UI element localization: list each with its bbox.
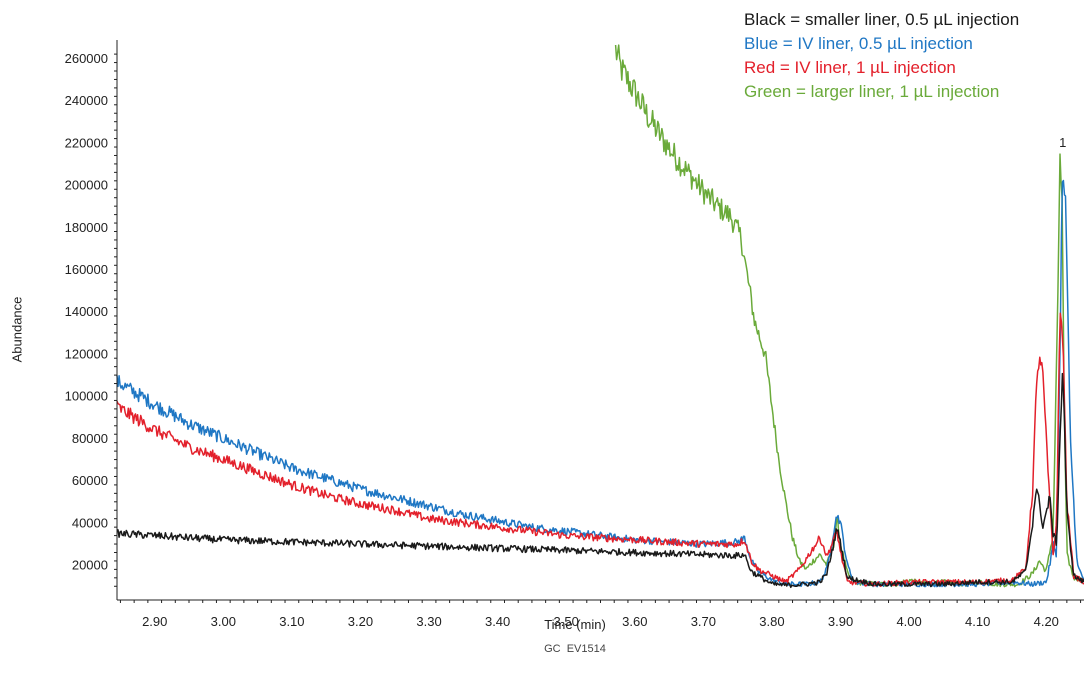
x-tick-label: 3.10 [279, 614, 304, 629]
y-tick-label: 60000 [72, 473, 108, 488]
y-tick-label: 200000 [65, 178, 108, 193]
y-tick-label: 80000 [72, 431, 108, 446]
axis-layer: 20000 40000 60000 80000 100000 120000 140000 16… [65, 40, 1084, 629]
x-axis-label: Time (min) [544, 617, 606, 632]
y-tick-label: 240000 [65, 93, 108, 108]
y-tick-label: 100000 [65, 389, 108, 404]
y-tick-label: 20000 [72, 558, 108, 573]
y-tick-label: 260000 [65, 51, 108, 66]
x-tick-label: 3.00 [211, 614, 236, 629]
x-tick-label: 4.10 [965, 614, 990, 629]
y-tick-label: 40000 [72, 515, 108, 530]
peak-label: 1 [1059, 135, 1066, 150]
x-tick-label: 3.60 [622, 614, 647, 629]
legend-entry-green: Green = larger liner, 1 µL injection [744, 82, 1000, 101]
y-axis-label: Abundance [9, 296, 25, 363]
y-tick-label: 180000 [65, 220, 108, 235]
series-layer [116, 44, 1084, 589]
legend: Black = smaller liner, 0.5 µL injection … [744, 8, 1019, 104]
series-line-black [116, 372, 1084, 589]
series-line-green [614, 44, 1084, 588]
y-tick-label: 160000 [65, 262, 108, 277]
series-line-blue [116, 179, 1084, 588]
x-tick-label: 3.30 [416, 614, 441, 629]
x-tick-label: 3.40 [485, 614, 510, 629]
legend-entry-blue: Blue = IV liner, 0.5 µL injection [744, 34, 973, 53]
legend-entry-black: Black = smaller liner, 0.5 µL injection [744, 10, 1020, 29]
y-tick-label: 140000 [65, 304, 108, 319]
x-tick-label: 4.00 [896, 614, 921, 629]
x-tick-label: 2.90 [142, 614, 167, 629]
annotation-layer: 1 [1059, 135, 1066, 150]
x-tick-label: 4.20 [1034, 614, 1059, 629]
x-tick-label: 3.50 [554, 614, 579, 629]
series-line-red [116, 312, 1084, 588]
y-tick-label: 220000 [65, 135, 108, 150]
x-tick-label: 3.20 [348, 614, 373, 629]
x-tick-label: 3.90 [828, 614, 853, 629]
x-tick-label: 3.70 [691, 614, 716, 629]
x-tick-label: 3.80 [759, 614, 784, 629]
legend-entry-red: Red = IV liner, 1 µL injection [744, 58, 956, 77]
figure-code: GC EV1514 [544, 643, 606, 655]
y-tick-label: 120000 [65, 346, 108, 361]
